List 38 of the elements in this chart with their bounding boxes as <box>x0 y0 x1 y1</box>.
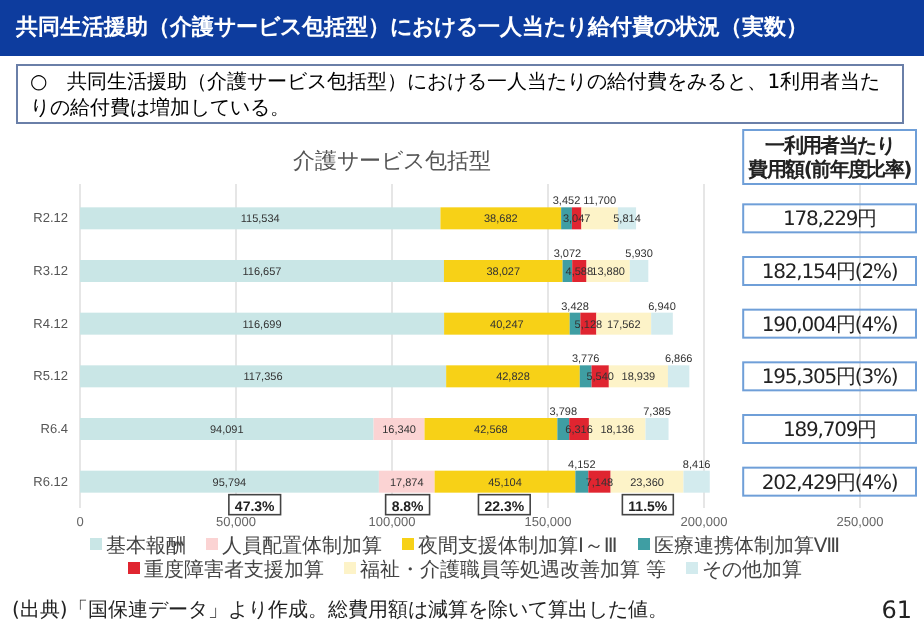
legend-label: 人員配置体制加算 <box>219 536 382 559</box>
annotation: 178,229円 <box>783 209 877 232</box>
bar <box>629 260 649 282</box>
legend-label: 福祉・介護職員等処遇改善加算 等 <box>357 560 667 584</box>
legend-label: 夜間支援体制加算Ⅰ～Ⅲ <box>415 536 618 559</box>
bar <box>434 470 576 493</box>
legend-label: 重度障害者支援加算 <box>141 560 324 584</box>
bar <box>446 365 580 388</box>
chart-subtitle: ○ 共同生活援助（介護サービス包括型）における一人当たりの給付費をみると、1利用者当たりの給付費は増加している。 <box>16 64 904 124</box>
bar <box>80 470 379 493</box>
bar <box>440 207 562 230</box>
annotation: 202,429円(4%) <box>761 472 899 495</box>
bar <box>80 312 445 335</box>
legend-label: その他加算 <box>700 560 803 584</box>
bar <box>80 365 447 388</box>
bar <box>575 470 589 493</box>
annotation: 189,709円 <box>783 420 877 442</box>
text: (出典)「国保連データ」より作成。総費用額は減算を除いて算出した値。 <box>12 597 668 624</box>
annotation: 190,004円(4%) <box>761 314 899 337</box>
chart-title: 共同生活援助（介護サービス包括型）における一人当たり給付費の状況（実数） <box>0 0 924 56</box>
legend-label: 医療連携体制加算Ⅷ <box>651 536 840 559</box>
bar <box>80 418 374 440</box>
annotation: 195,305円(3%) <box>761 367 899 390</box>
annotation: 182,154円(2%) <box>761 262 899 284</box>
bar <box>80 260 444 282</box>
bar <box>424 418 558 440</box>
text: 費用額(前年度比率) <box>746 158 912 182</box>
text: 61 <box>881 596 912 624</box>
bar <box>651 312 673 335</box>
bar <box>683 470 710 493</box>
text: 一利用者当たり <box>765 134 895 158</box>
bar <box>645 418 669 440</box>
text: 介護サービス包括型 <box>293 148 491 174</box>
bar <box>667 365 690 388</box>
bar <box>80 207 441 230</box>
legend-label: 基本報酬 <box>103 536 186 559</box>
bar <box>443 260 563 282</box>
bar <box>444 312 570 335</box>
